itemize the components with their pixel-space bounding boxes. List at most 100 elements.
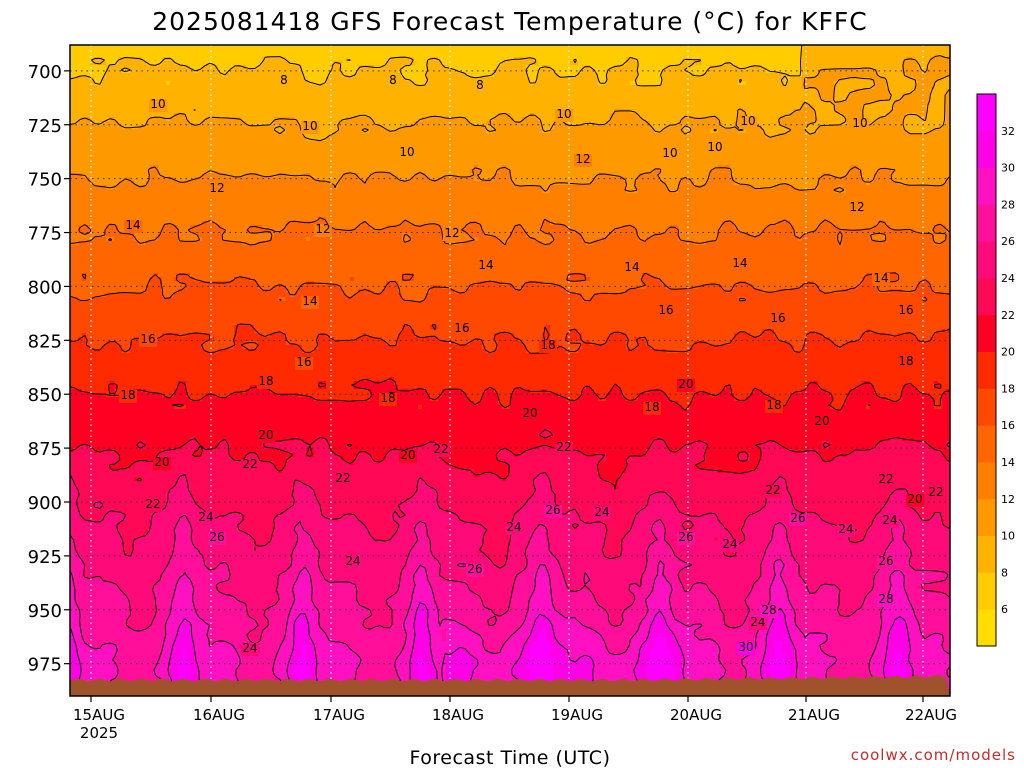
temperature-cell	[550, 445, 651, 450]
temperature-cell	[946, 225, 950, 230]
temperature-cell	[646, 677, 675, 682]
temperature-cell	[70, 509, 79, 514]
temperature-cell	[258, 345, 303, 350]
temperature-cell	[930, 285, 950, 290]
temperature-cell	[430, 325, 439, 330]
temperature-cell	[806, 337, 831, 342]
temperature-cell	[794, 613, 839, 618]
temperature-cell	[870, 405, 935, 410]
temperature-cell	[526, 545, 551, 550]
temperature-cell	[294, 549, 319, 554]
temperature-cell	[870, 673, 887, 678]
temperature-cell	[626, 57, 635, 62]
temperature-cell	[914, 613, 950, 618]
temperature-cell	[854, 89, 891, 94]
temperature-cell	[530, 673, 555, 678]
temperature-cell	[606, 337, 627, 342]
temperature-cell	[638, 237, 647, 242]
temperature-cell	[638, 653, 651, 658]
temperature-cell	[830, 173, 847, 178]
temperature-cell	[646, 285, 667, 290]
temperature-cell	[478, 549, 511, 554]
temperature-cell	[550, 577, 567, 582]
temperature-cell	[642, 117, 683, 122]
temperature-cell	[910, 661, 950, 666]
temperature-cell	[70, 569, 83, 574]
contour-label: 20	[258, 428, 273, 442]
temperature-cell	[846, 393, 879, 398]
temperature-cell	[854, 529, 859, 534]
temperature-cell	[282, 229, 443, 234]
temperature-cell	[906, 593, 947, 598]
contour-label-bg	[877, 594, 895, 607]
temperature-cell	[918, 513, 935, 518]
temperature-cell	[606, 397, 627, 402]
temperature-cell	[82, 633, 167, 638]
contour-label-bg	[379, 393, 397, 406]
temperature-cell	[638, 189, 671, 194]
temperature-cell	[294, 637, 311, 642]
colorbar-swatch	[977, 241, 996, 279]
temperature-cell	[790, 393, 831, 398]
temperature-cell	[522, 569, 539, 574]
temperature-cell	[318, 549, 411, 554]
temperature-cell	[550, 621, 583, 626]
temperature-cell	[342, 69, 359, 74]
temperature-cell	[886, 549, 911, 554]
temperature-cell	[78, 497, 167, 502]
temperature-cell	[706, 441, 763, 446]
temperature-cell	[746, 297, 923, 302]
temperature-cell	[590, 297, 739, 302]
temperature-cell	[826, 669, 871, 674]
contour-label-bg	[208, 532, 226, 545]
temperature-cell	[774, 185, 795, 190]
temperature-cell	[942, 329, 950, 334]
temperature-cell	[106, 341, 119, 346]
temperature-cell	[702, 513, 719, 518]
temperature-cell	[934, 385, 943, 390]
temperature-cell	[526, 73, 539, 78]
temperature-cell	[230, 449, 287, 454]
temperature-cell	[482, 537, 511, 542]
temperature-cell	[590, 65, 615, 70]
temperature-cell	[594, 593, 635, 598]
temperature-cell	[286, 225, 331, 230]
temperature-cell	[402, 233, 411, 238]
temperature-cell	[946, 237, 950, 242]
temperature-cell	[694, 629, 759, 634]
temperature-cell	[794, 609, 839, 614]
temperature-cell	[166, 565, 207, 570]
temperature-cell	[158, 273, 179, 278]
temperature-cell	[786, 533, 851, 538]
temperature-cell	[934, 229, 947, 234]
temperature-cell	[390, 605, 411, 610]
temperature-cell	[338, 129, 363, 134]
temperature-cell	[202, 341, 235, 346]
temperature-cell	[262, 629, 287, 634]
colorbar-frame	[976, 93, 997, 647]
temperature-cell	[814, 105, 835, 110]
temperature-cell	[846, 397, 887, 402]
temperature-cell	[230, 69, 303, 74]
temperature-cell	[370, 389, 427, 394]
temperature-cell	[838, 589, 871, 594]
contour-label: 14	[624, 260, 639, 274]
temperature-cell	[902, 569, 939, 574]
temperature-cell	[514, 661, 527, 666]
temperature-cell	[670, 397, 695, 402]
temperature-cell	[366, 605, 391, 610]
temperature-cell	[154, 593, 175, 598]
temperature-cell	[258, 457, 287, 462]
temperature-cell	[134, 537, 175, 542]
temperature-cell	[542, 189, 551, 194]
temperature-cell	[722, 121, 735, 126]
temperature-cell	[294, 669, 311, 674]
temperature-cell	[314, 605, 367, 610]
temperature-cell	[682, 177, 691, 182]
temperature-cell	[310, 81, 327, 86]
temperature-cell	[126, 517, 151, 522]
temperature-cell	[86, 341, 107, 346]
temperature-cell	[774, 653, 787, 658]
temperature-cell	[250, 277, 351, 282]
